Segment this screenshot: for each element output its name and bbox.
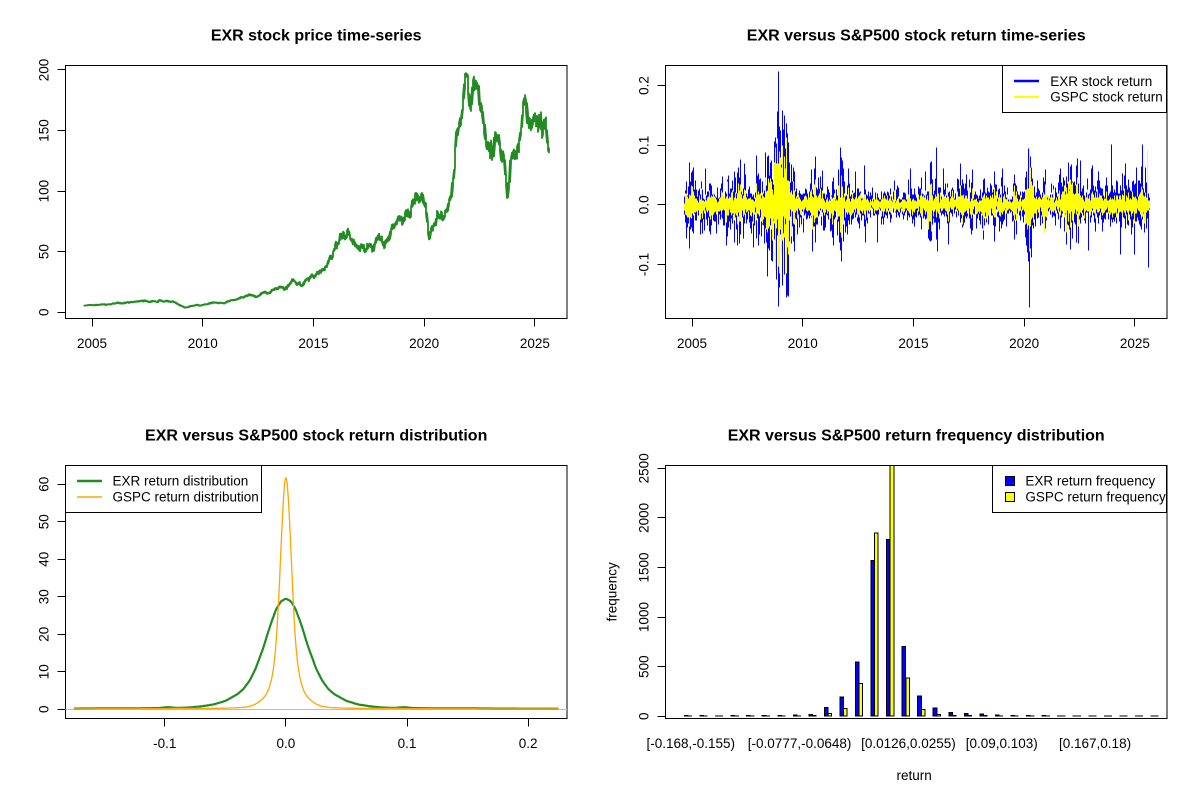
svg-text:2025: 2025 — [520, 336, 550, 351]
svg-text:0.2: 0.2 — [637, 76, 652, 95]
svg-text:2020: 2020 — [1009, 336, 1039, 351]
svg-text:[0.167,0.18): [0.167,0.18) — [1059, 736, 1131, 751]
svg-text:2015: 2015 — [298, 336, 328, 351]
svg-text:[-0.0777,-0.0648): [-0.0777,-0.0648) — [748, 736, 852, 751]
svg-text:0: 0 — [37, 705, 52, 713]
svg-text:0.1: 0.1 — [398, 736, 417, 751]
svg-text:frequency: frequency — [605, 562, 620, 622]
svg-text:30: 30 — [37, 589, 52, 604]
svg-text:150: 150 — [37, 119, 52, 142]
svg-text:EXR return frequency: EXR return frequency — [1025, 474, 1155, 489]
svg-text:2000: 2000 — [637, 503, 652, 533]
svg-text:100: 100 — [37, 180, 52, 203]
svg-text:60: 60 — [37, 477, 52, 492]
svg-text:2010: 2010 — [788, 336, 818, 351]
svg-text:GSPC return frequency: GSPC return frequency — [1025, 490, 1166, 505]
svg-text:0.0: 0.0 — [277, 736, 296, 751]
svg-text:0.1: 0.1 — [637, 136, 652, 155]
svg-text:200: 200 — [37, 59, 52, 82]
svg-text:EXR stock price time-series: EXR stock price time-series — [211, 27, 422, 44]
svg-text:EXR stock return: EXR stock return — [1050, 74, 1152, 89]
svg-text:[0.09,0.103): [0.09,0.103) — [966, 736, 1038, 751]
svg-text:20: 20 — [37, 627, 52, 642]
svg-text:0: 0 — [37, 308, 52, 316]
svg-text:-0.1: -0.1 — [153, 736, 176, 751]
svg-text:1000: 1000 — [637, 602, 652, 632]
svg-text:2025: 2025 — [1120, 336, 1150, 351]
svg-text:GSPC return distribution: GSPC return distribution — [113, 490, 259, 505]
svg-text:2015: 2015 — [898, 336, 928, 351]
svg-text:50: 50 — [37, 514, 52, 529]
svg-text:2500: 2500 — [637, 453, 652, 483]
svg-text:[-0.168,-0.155): [-0.168,-0.155) — [646, 736, 735, 751]
svg-text:0.2: 0.2 — [519, 736, 538, 751]
svg-text:return: return — [897, 768, 932, 783]
svg-text:40: 40 — [37, 552, 52, 567]
svg-text:0: 0 — [637, 712, 652, 720]
svg-text:0.0: 0.0 — [637, 195, 652, 214]
svg-text:2005: 2005 — [77, 336, 107, 351]
svg-text:2005: 2005 — [677, 336, 707, 351]
svg-text:1500: 1500 — [637, 552, 652, 582]
svg-text:EXR versus S&P500 return frequ: EXR versus S&P500 return frequency distr… — [728, 427, 1105, 444]
svg-text:2010: 2010 — [188, 336, 218, 351]
svg-text:EXR versus S&P500 stock return: EXR versus S&P500 stock return distribut… — [145, 427, 487, 444]
svg-text:500: 500 — [637, 655, 652, 678]
svg-text:EXR versus S&P500 stock return: EXR versus S&P500 stock return time-seri… — [747, 27, 1086, 44]
svg-text:2020: 2020 — [409, 336, 439, 351]
svg-text:10: 10 — [37, 664, 52, 679]
svg-text:[0.0126,0.0255): [0.0126,0.0255) — [861, 736, 956, 751]
svg-text:50: 50 — [37, 244, 52, 259]
svg-text:EXR return distribution: EXR return distribution — [113, 474, 249, 489]
svg-text:-0.1: -0.1 — [637, 253, 652, 276]
svg-text:GSPC stock return: GSPC stock return — [1050, 90, 1163, 105]
